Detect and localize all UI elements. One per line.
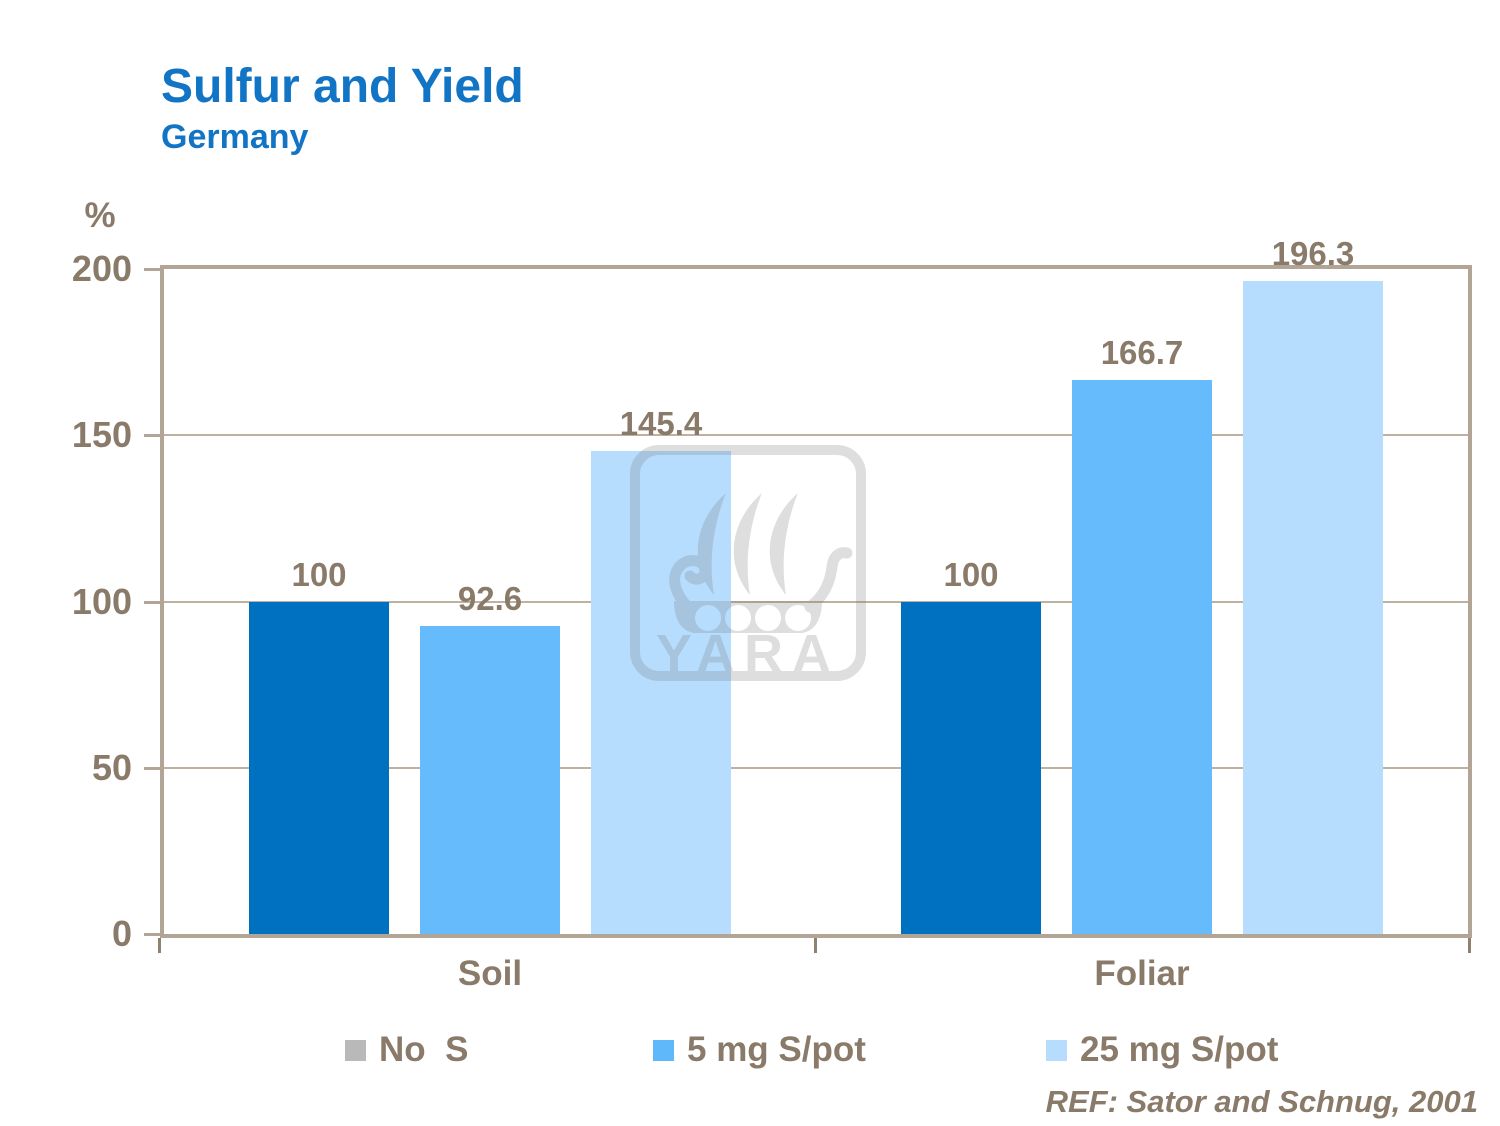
y-tick-mark: [144, 766, 160, 770]
y-tick-label: 0: [111, 913, 132, 954]
legend-swatch-icon: [653, 1039, 674, 1061]
legend-label: No S: [379, 1030, 469, 1069]
y-axis-unit-label: %: [84, 196, 116, 235]
bar-foliar-1: [1072, 379, 1212, 934]
legend-item: 5 mg S/pot: [653, 1028, 866, 1072]
bar-soil-0: [249, 601, 389, 934]
y-tick-label: 100: [71, 580, 132, 622]
y-tick-label: 150: [71, 414, 132, 456]
gridline: [164, 434, 1468, 437]
bar-value-label: 100: [943, 555, 999, 593]
bar-chart-plot-area: 100 92.6 145.4 100 166.7 196.3: [160, 235, 1472, 938]
bar-value-label: 196.3: [1271, 235, 1355, 273]
gridline: [164, 600, 1468, 603]
legend-label: 25 mg S/pot: [1080, 1030, 1279, 1069]
bar-value-label: 166.7: [1100, 333, 1184, 371]
chart-legend: No S 5 mg S/pot 25 mg S/pot: [0, 1028, 1500, 1074]
y-tick-mark: [144, 933, 160, 936]
bar-soil-1: [420, 626, 560, 934]
y-tick-mark: [144, 600, 160, 604]
x-tick-mark: [814, 938, 817, 953]
y-axis: 200 150 100 50 0: [0, 249, 160, 954]
y-tick-mark: [144, 268, 160, 271]
legend-item: No S: [345, 1028, 468, 1072]
y-tick-label: 50: [91, 746, 132, 788]
category-label-soil: Soil: [457, 954, 523, 993]
page-subtitle: Germany: [161, 118, 309, 156]
reference-citation: REF: Sator and Schnug, 2001: [1045, 1084, 1478, 1119]
legend-swatch-icon: [345, 1039, 366, 1061]
bar-foliar-0: [901, 601, 1041, 934]
x-tick-mark: [158, 938, 161, 953]
y-tick-mark: [144, 434, 160, 438]
category-label-foliar: Foliar: [1094, 954, 1190, 993]
legend-item: 25 mg S/pot: [1046, 1028, 1278, 1072]
bar-soil-2: [591, 450, 731, 934]
legend-label: 5 mg S/pot: [687, 1030, 866, 1069]
bar-value-label: 100: [291, 555, 347, 593]
x-axis-category-labels: Soil Foliar: [164, 954, 1468, 994]
y-tick-label: 200: [71, 248, 132, 289]
bar-value-label: 92.6: [457, 580, 523, 618]
x-tick-mark: [1468, 938, 1471, 953]
bar-value-label: 145.4: [619, 404, 703, 442]
bar-foliar-2: [1243, 281, 1383, 934]
legend-swatch-icon: [1046, 1039, 1067, 1061]
gridline: [164, 766, 1468, 769]
page-title: Sulfur and Yield: [161, 60, 524, 113]
